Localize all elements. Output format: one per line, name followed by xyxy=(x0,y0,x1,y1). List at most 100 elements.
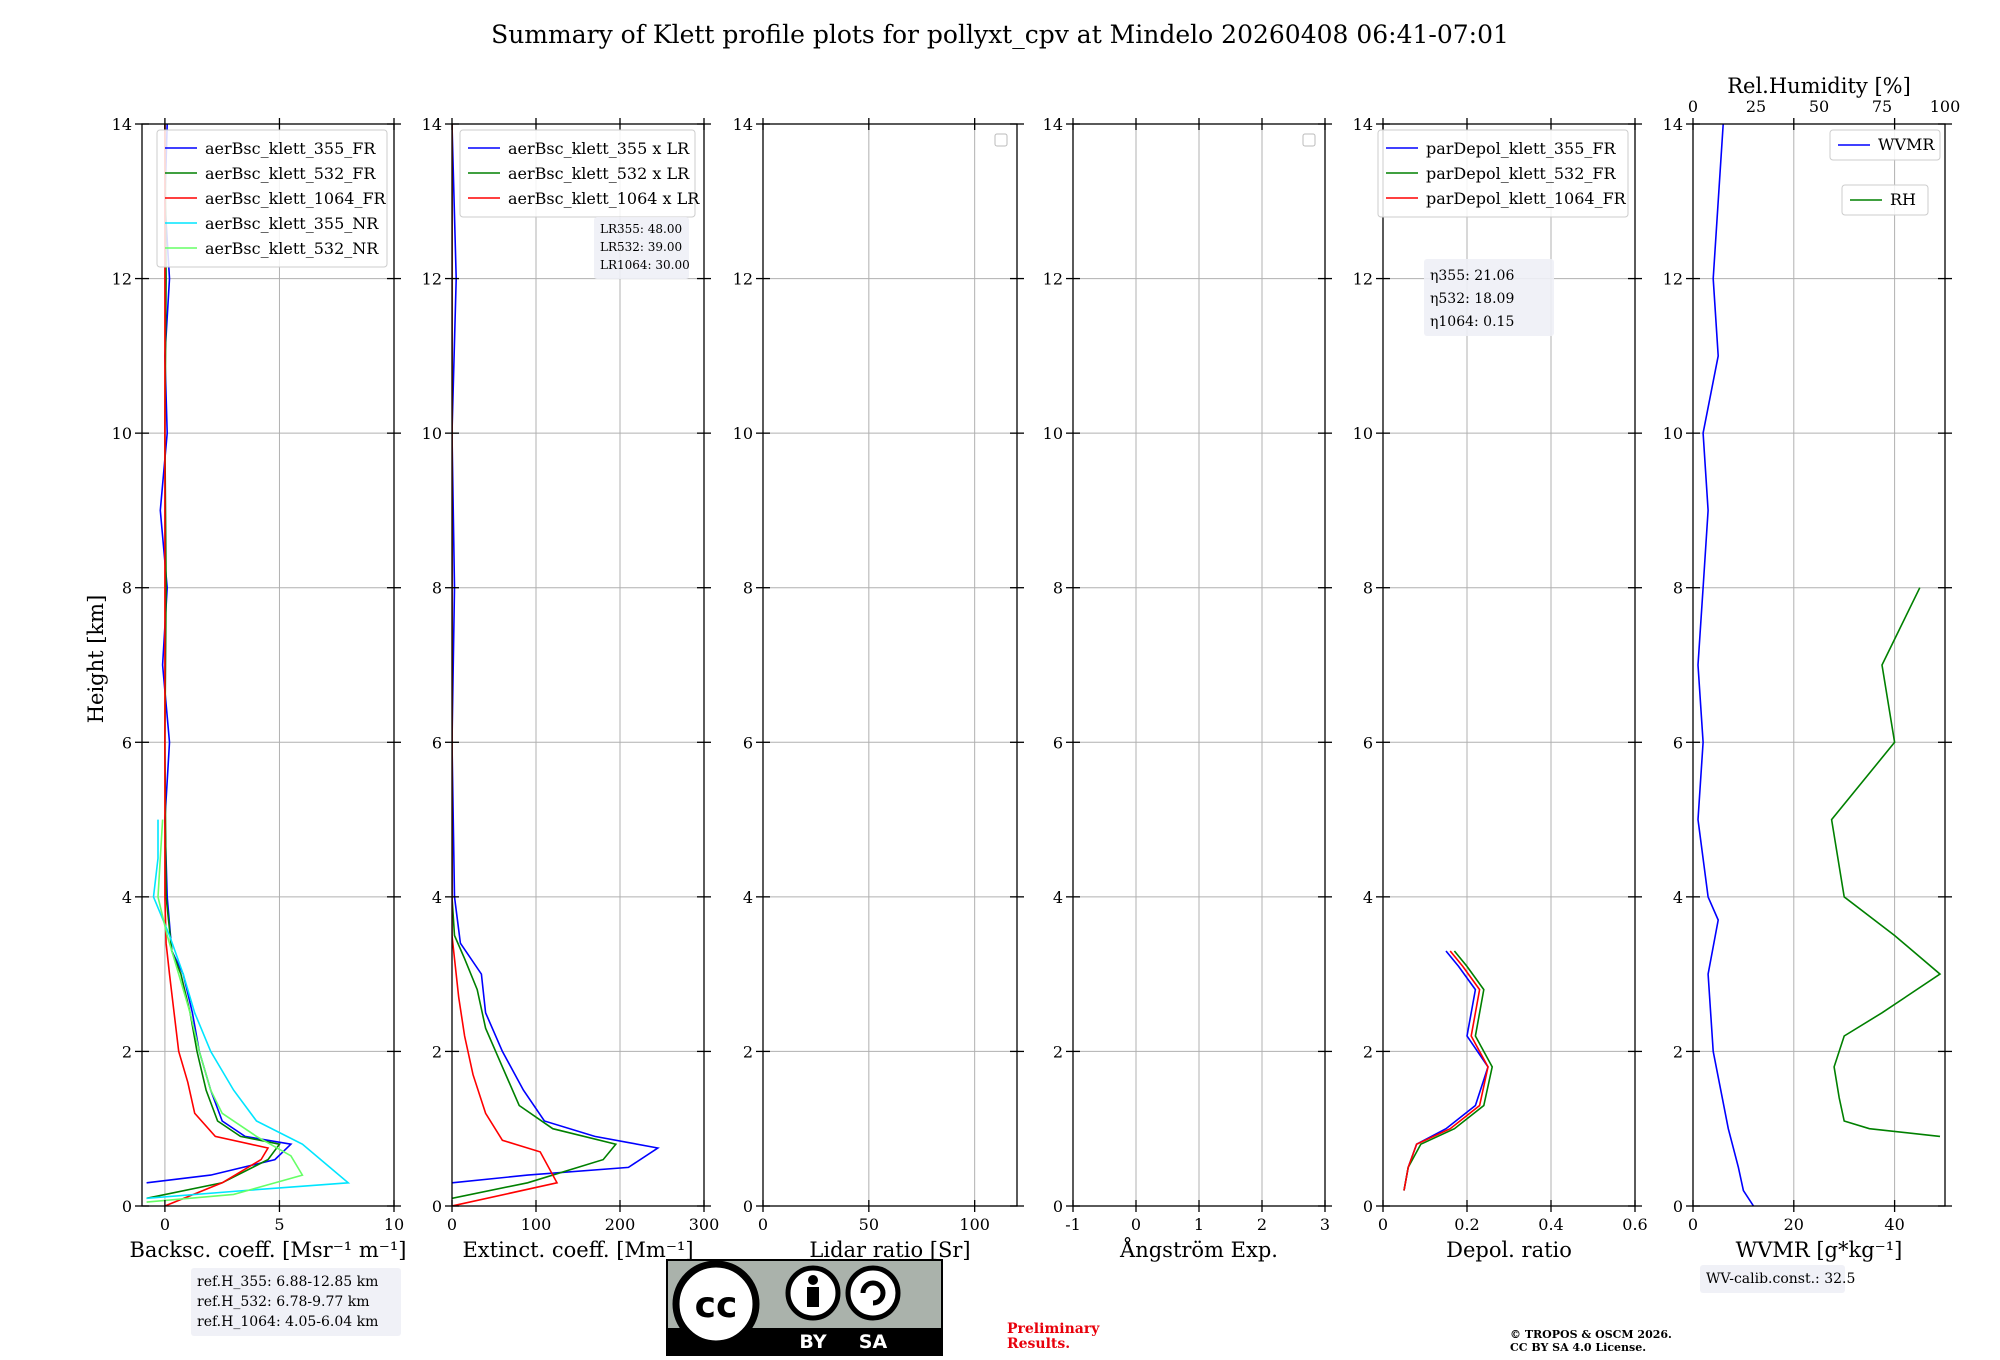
y-tick-label: 14 xyxy=(733,115,753,134)
y-tick-label: 12 xyxy=(733,270,753,289)
y-tick-label: 10 xyxy=(422,424,442,443)
annotation-line: LR1064: 30.00 xyxy=(600,258,690,272)
y-tick-label: 8 xyxy=(432,579,442,598)
y-tick-label: 8 xyxy=(743,579,753,598)
x-axis-label: WVMR [g*kg⁻¹] xyxy=(1736,1238,1903,1262)
axes-frame xyxy=(451,123,705,1207)
y-tick-label: 4 xyxy=(1053,888,1063,907)
x-tick-label: 100 xyxy=(521,1215,552,1234)
axes-frame xyxy=(141,123,395,1207)
y-tick-label: 4 xyxy=(122,888,132,907)
y-tick-label: 2 xyxy=(432,1042,442,1061)
axes-frame xyxy=(1382,123,1636,1207)
series-parDepol_klett_532_FR xyxy=(1403,950,1494,1191)
panel-backscatter: 0 2 4 6 8 10 12 14 0 5 10 Backsc. coeff. [Msr⁻¹ m⁻¹… xyxy=(112,115,407,1336)
legend-label-aerBsc_klett_355_NR: aerBsc_klett_355_NR xyxy=(205,214,379,233)
y-tick-label: 6 xyxy=(1363,733,1373,752)
x-axis-label: Ångström Exp. xyxy=(1119,1237,1278,1262)
series-WVMR xyxy=(1697,124,1755,1206)
series-RH xyxy=(1830,587,1942,1138)
series-aerBsc_klett_355_NR xyxy=(146,819,351,1200)
annotation-line: η1064: 0.15 xyxy=(1430,314,1514,330)
y-tick-label: 8 xyxy=(1673,579,1683,598)
y-tick-label: 12 xyxy=(1353,270,1373,289)
legend-label-parDepol_klett_532_FR: parDepol_klett_532_FR xyxy=(1426,164,1617,183)
y-tick-label: 6 xyxy=(432,733,442,752)
y-tick-label: 10 xyxy=(112,424,132,443)
legend-box xyxy=(1829,129,1941,161)
copyright-line2: CC BY SA 4.0 License. xyxy=(1510,1341,1646,1354)
axes-frame xyxy=(762,123,1018,1207)
sa-icon xyxy=(845,1265,901,1321)
y-tick-label: 12 xyxy=(422,270,442,289)
series-parDepol_klett_1064_FR xyxy=(1403,950,1489,1191)
top-tick-label: 50 xyxy=(1809,97,1829,116)
x-axis-label: Extinct. coeff. [Mm⁻¹] xyxy=(462,1238,693,1262)
annotation-box xyxy=(1700,1265,1845,1293)
series-parDepol_klett_355_FR xyxy=(1403,950,1489,1191)
panels: 0 2 4 6 8 10 12 14 0 5 10 Backsc. coeff. [Msr⁻¹ m⁻¹… xyxy=(112,74,1960,1336)
legend-label-RH: RH xyxy=(1890,190,1916,209)
y-tick-label: 4 xyxy=(1363,888,1373,907)
legend-label-parDepol_klett_355_FR: parDepol_klett_355_FR xyxy=(1426,139,1617,158)
y-tick-label: 0 xyxy=(1363,1197,1373,1216)
x-tick-label: 50 xyxy=(859,1215,879,1234)
y-tick-label: 6 xyxy=(122,733,132,752)
annotation-box xyxy=(594,217,689,279)
x-tick-label: -1 xyxy=(1065,1215,1081,1234)
x-tick-label: 300 xyxy=(689,1215,720,1234)
x-axis-label: Backsc. coeff. [Msr⁻¹ m⁻¹] xyxy=(130,1238,407,1262)
x-tick-label: 0.4 xyxy=(1538,1215,1563,1234)
y-tick-label: 14 xyxy=(1663,115,1683,134)
x-tick-label: 0 xyxy=(447,1215,457,1234)
x-tick-label: 10 xyxy=(384,1215,404,1234)
legend-label-aerBsc_klett_355_FR: aerBsc_klett_355_FR xyxy=(205,139,376,158)
y-tick-label: 6 xyxy=(1673,733,1683,752)
preliminary-line1: Preliminary xyxy=(1007,1321,1100,1337)
y-tick-label: 14 xyxy=(1353,115,1373,134)
top-tick-label: 75 xyxy=(1872,97,1892,116)
y-tick-label: 6 xyxy=(1053,733,1063,752)
y-tick-label: 10 xyxy=(1663,424,1683,443)
y-tick-label: 14 xyxy=(422,115,442,134)
legend-label-aerBsc_klett_532_FR: aerBsc_klett_532_FR xyxy=(205,164,376,183)
y-axis-label: Height [km] xyxy=(84,595,108,724)
cc-icon xyxy=(672,1260,760,1348)
series-aerBsc_klett_532 x LR xyxy=(452,124,618,1200)
x-tick-label: 3 xyxy=(1320,1215,1330,1234)
badge-by: BY xyxy=(799,1331,826,1353)
series-aerBsc_klett_532_NR xyxy=(146,819,304,1203)
x-tick-label: 0.6 xyxy=(1622,1215,1647,1234)
y-tick-label: 14 xyxy=(112,115,132,134)
panel-depol: 0 2 4 6 8 10 12 14 0 0.2 0.4 0.6 Depol. ratio parDepo… xyxy=(1353,115,1648,1262)
annotation-line: ref.H_355: 6.88-12.85 km xyxy=(197,1274,378,1290)
x-tick-label: 40 xyxy=(1884,1215,1904,1234)
x-tick-label: 200 xyxy=(605,1215,636,1234)
cc-license-badge: cc BY SA xyxy=(666,1259,943,1356)
empty-legend xyxy=(994,133,1008,147)
badge-sa: SA xyxy=(859,1331,888,1353)
x-tick-label: 100 xyxy=(959,1215,990,1234)
y-tick-label: 8 xyxy=(1363,579,1373,598)
y-tick-label: 8 xyxy=(122,579,132,598)
annotation-box xyxy=(191,1268,401,1336)
empty-legend xyxy=(1302,133,1316,147)
legend-label-parDepol_klett_1064_FR: parDepol_klett_1064_FR xyxy=(1426,189,1627,208)
x-tick-label: 0 xyxy=(160,1215,170,1234)
series-aerBsc_klett_355_FR xyxy=(146,124,293,1184)
y-tick-label: 0 xyxy=(1673,1197,1683,1216)
y-tick-label: 2 xyxy=(122,1042,132,1061)
top-tick-label: 25 xyxy=(1746,97,1766,116)
figure-title: Summary of Klett profile plots for polly… xyxy=(491,20,1509,49)
x-tick-label: 0 xyxy=(1131,1215,1141,1234)
x-tick-label: 2 xyxy=(1257,1215,1267,1234)
annotation-line: ref.H_532: 6.78-9.77 km xyxy=(197,1294,370,1310)
annotation-line: ref.H_1064: 4.05-6.04 km xyxy=(197,1314,378,1330)
series-aerBsc_klett_1064 x LR xyxy=(452,124,559,1206)
x-tick-label: 5 xyxy=(274,1215,284,1234)
y-tick-label: 2 xyxy=(1053,1042,1063,1061)
legend-box xyxy=(156,129,388,268)
legend-box xyxy=(1841,184,1929,216)
